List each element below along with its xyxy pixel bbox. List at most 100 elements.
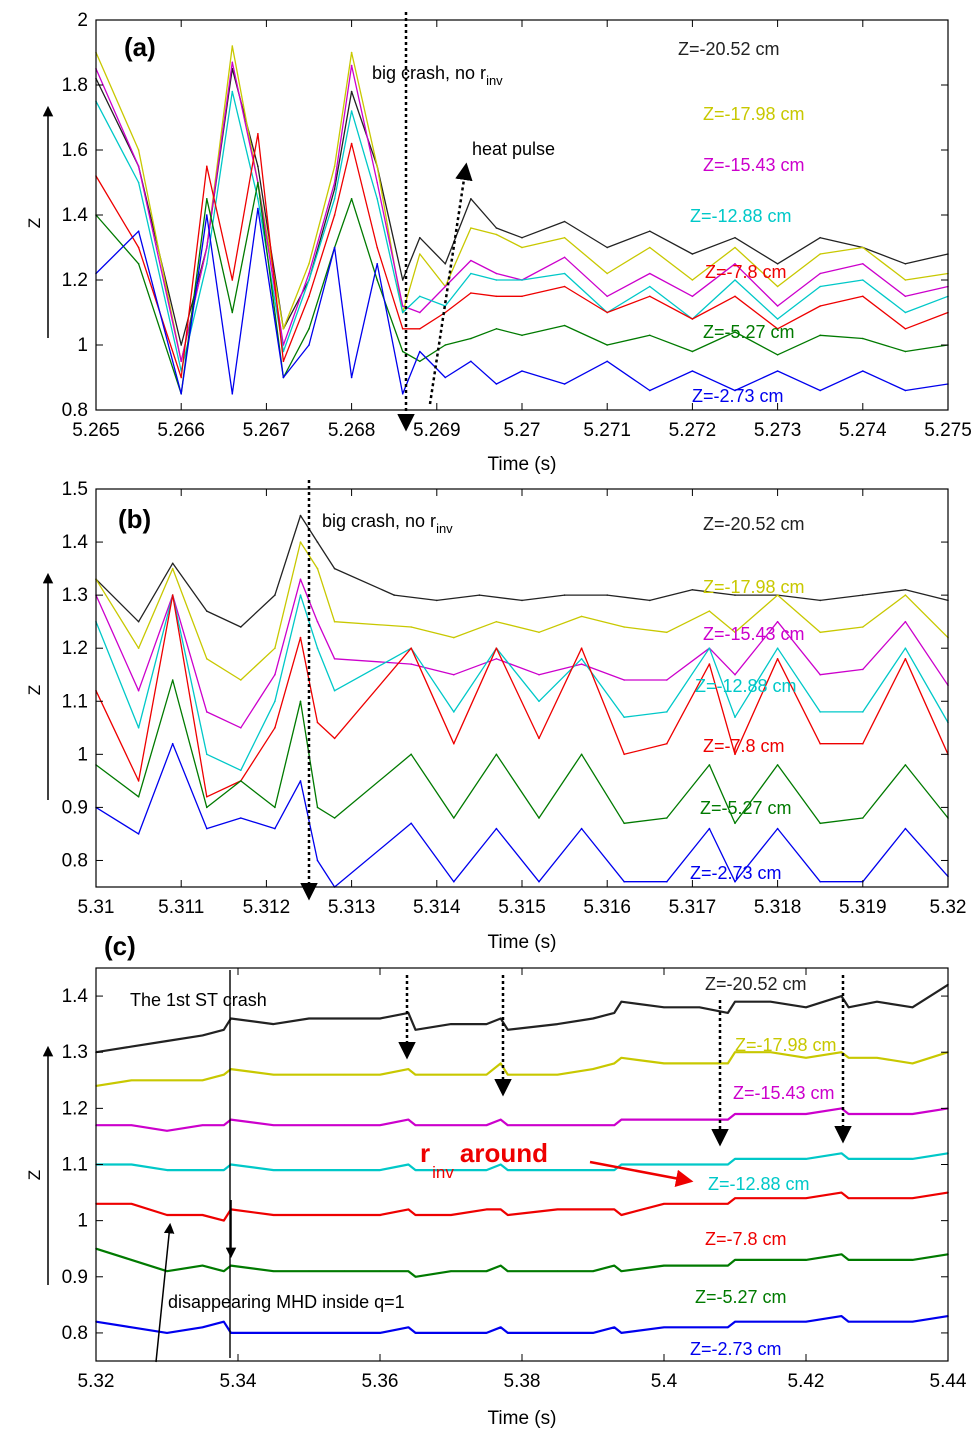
panel-a-legend-label: Z=-17.98 cm: [703, 104, 805, 124]
panel-c-legend: Z=-20.52 cm Z=-17.98 cm Z=-15.43 cm Z=-12.8…: [690, 974, 837, 1359]
panel-c-legend-label: Z=-2.73 cm: [690, 1339, 782, 1359]
panel-b: 5.31 5.311 5.312 5.313 5.314 5.315 5.316 5.317 5…: [25, 479, 966, 953]
panel-b-crash-main: big crash, no r: [322, 511, 436, 531]
panel-c-point: [613, 1326, 616, 1329]
panel-c-point: [499, 1163, 502, 1166]
panel-a-point: [333, 198, 336, 200]
panel-c-point: [805, 1259, 807, 1261]
panel-c-point: [130, 1124, 133, 1126]
panel-c-point: [911, 1158, 914, 1160]
panel-b-point: [862, 817, 864, 819]
panel-a-point: [495, 383, 498, 385]
panel-c-point: [911, 1197, 914, 1199]
panel-c-point: [499, 1062, 502, 1065]
panel-c-point: [840, 1152, 843, 1155]
panel-b-ytick-label: 0.8: [62, 850, 88, 871]
panel-c-xtick-label: 5.4: [651, 1371, 678, 1392]
panel-b-point: [240, 817, 242, 819]
panel-a-point: [401, 311, 404, 314]
panel-a-point: [231, 45, 234, 47]
panel-a-point: [495, 272, 498, 275]
panel-a-ytick-label: 1.6: [62, 140, 88, 161]
panel-a-point: [376, 198, 379, 200]
panel-a-point: [333, 188, 336, 190]
panel-a-point: [904, 328, 907, 330]
panel-c-point: [847, 1006, 850, 1009]
panel-c-point: [343, 1214, 346, 1216]
panel-b-legend-label: Z=-2.73 cm: [690, 863, 782, 883]
panel-c-point: [734, 1113, 736, 1115]
panel-b-series-2: [95, 578, 949, 729]
panel-b-point: [137, 689, 140, 692]
panel-b-point: [316, 567, 319, 570]
panel-c-point: [805, 1113, 807, 1115]
panel-b-point: [453, 880, 455, 883]
panel-c-legend-label: Z=-7.8 cm: [705, 1229, 787, 1249]
panel-b-point: [666, 631, 668, 634]
panel-c-point: [805, 1320, 807, 1323]
panel-c-point: [414, 1029, 417, 1031]
panel-a-point: [862, 295, 864, 298]
panel-b-point: [299, 578, 302, 580]
panel-b-point: [495, 620, 498, 623]
panel-c-point: [308, 1169, 310, 1171]
panel-c-point: [272, 1270, 275, 1272]
panel-b-point: [819, 673, 821, 676]
panel-c-point: [727, 1062, 729, 1065]
panel-a-point: [819, 389, 821, 392]
panel-c-point: [507, 1169, 509, 1171]
panel-a-series-1: [95, 45, 949, 362]
panel-a-point: [563, 324, 566, 327]
panel-c-point: [450, 1073, 452, 1076]
panel-a-point: [649, 272, 651, 275]
panel-c-point: [840, 1191, 843, 1194]
panel-c-ytick-label: 1.4: [62, 986, 89, 1007]
panel-c-xtick-label: 5.36: [362, 1371, 399, 1392]
panel-a-frame: [95, 19, 949, 411]
panel-b-point: [776, 658, 779, 660]
panel-c-point: [223, 1169, 225, 1171]
panel-b-point: [316, 859, 319, 862]
panel-a-point: [444, 263, 447, 265]
panel-c-point: [769, 1158, 772, 1160]
panel-a-point: [137, 149, 140, 151]
panel-c-point: [663, 1006, 665, 1009]
panel-a-point: [862, 246, 864, 249]
panel-b-point: [206, 711, 208, 713]
panel-a-point: [470, 259, 472, 262]
panel-c-xtick-label: 5.34: [220, 1371, 257, 1392]
panel-c-ylabel: Z: [25, 1170, 44, 1180]
panel-b-point: [274, 647, 276, 649]
panel-a-point: [137, 230, 140, 232]
panel-c-mhd-label: disappearing MHD inside q=1: [168, 1292, 405, 1312]
panel-c-ytick-label: 0.9: [62, 1267, 88, 1288]
panel-c-point: [620, 1214, 623, 1216]
panel-a-series-2: [95, 61, 949, 362]
panel-c-point: [450, 1332, 452, 1334]
panel-c-series-1: [95, 1051, 949, 1087]
panel-c-point: [414, 1124, 417, 1126]
panel-b-point: [563, 594, 566, 596]
panel-b-xtick-label: 5.312: [243, 897, 291, 918]
panel-c-point: [556, 1073, 559, 1076]
panel-b-point: [410, 753, 413, 756]
panel-c-point: [769, 1000, 772, 1003]
panel-b-ylabel: Z: [25, 685, 44, 695]
panel-a-point: [257, 198, 259, 200]
panel-a-point: [419, 253, 421, 255]
panel-a-point: [401, 350, 404, 353]
panel-a-point: [521, 370, 523, 372]
panel-c-point: [407, 1270, 410, 1272]
panel-c-point: [499, 1264, 502, 1267]
panel-c-point: [485, 1332, 488, 1334]
panel-a-xtick-label: 5.275: [924, 420, 972, 441]
panel-b-point: [316, 806, 319, 809]
panel-a-point: [419, 295, 421, 298]
panel-c-point: [847, 1259, 850, 1261]
panel-b-xlabel: Time (s): [488, 932, 557, 953]
panel-b-point: [708, 827, 711, 830]
panel-b-point: [538, 673, 540, 676]
panel-c-point: [876, 1320, 878, 1323]
panel-c-point: [613, 1124, 616, 1126]
panel-a-point: [563, 285, 566, 288]
